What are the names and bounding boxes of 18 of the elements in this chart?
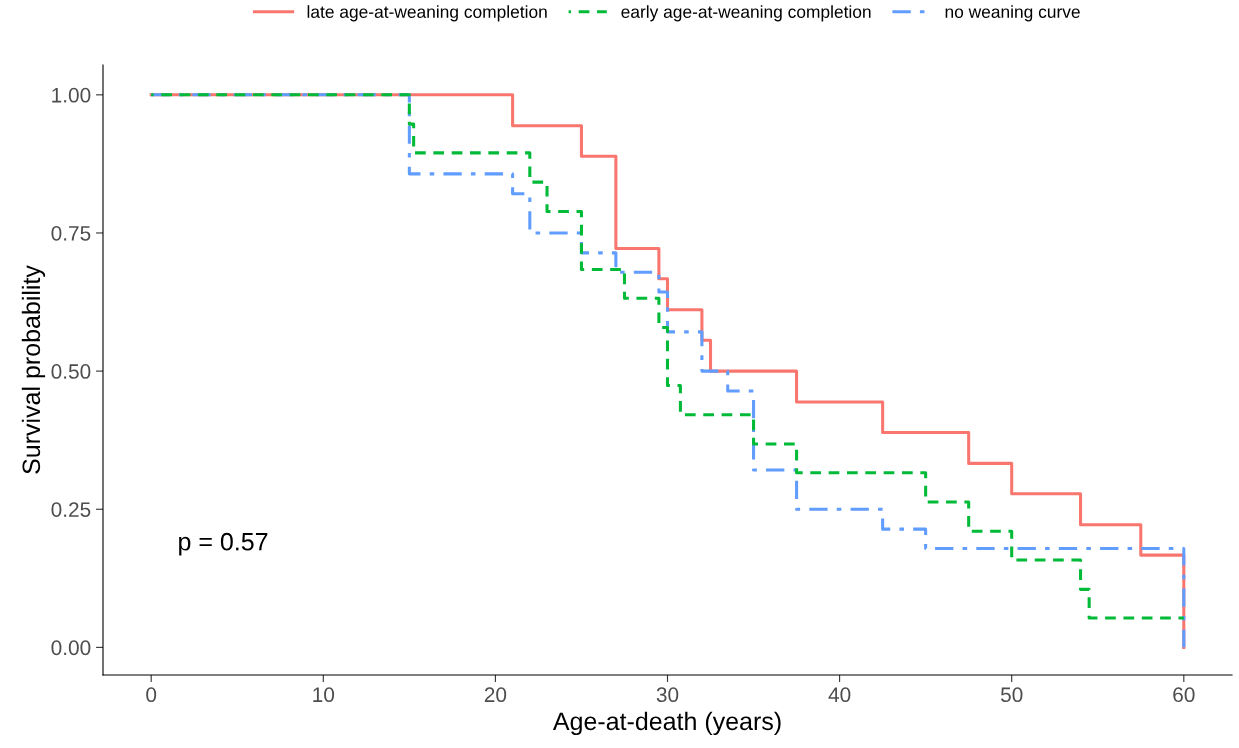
annotation: p = 0.57: [179, 532, 268, 556]
y-tick-label: 0.25: [51, 502, 91, 517]
y-tick-label: 0.00: [51, 640, 91, 656]
y-tick-label: 0.75: [51, 225, 91, 241]
y-tick-label: 0.50: [51, 364, 91, 379]
x-tick-label: 0: [146, 687, 157, 703]
y-tick-label: 1.00: [52, 87, 91, 103]
x-tick-label: 20: [484, 687, 507, 703]
legend-label: early age-at-weaning completion: [621, 5, 871, 22]
x-tick-label: 10: [313, 687, 335, 703]
y-axis-title: Survival probability: [21, 265, 46, 474]
legend-label: no weaning curve: [945, 5, 1080, 22]
x-tick-label: 30: [656, 687, 679, 703]
x-axis-title: Age-at-death (years): [552, 711, 781, 736]
x-tick-label: 50: [1000, 687, 1023, 703]
x-tick-label: 60: [1173, 687, 1195, 703]
x-tick-label: 40: [828, 687, 851, 703]
legend-label: late age-at-weaning completion: [307, 5, 547, 22]
